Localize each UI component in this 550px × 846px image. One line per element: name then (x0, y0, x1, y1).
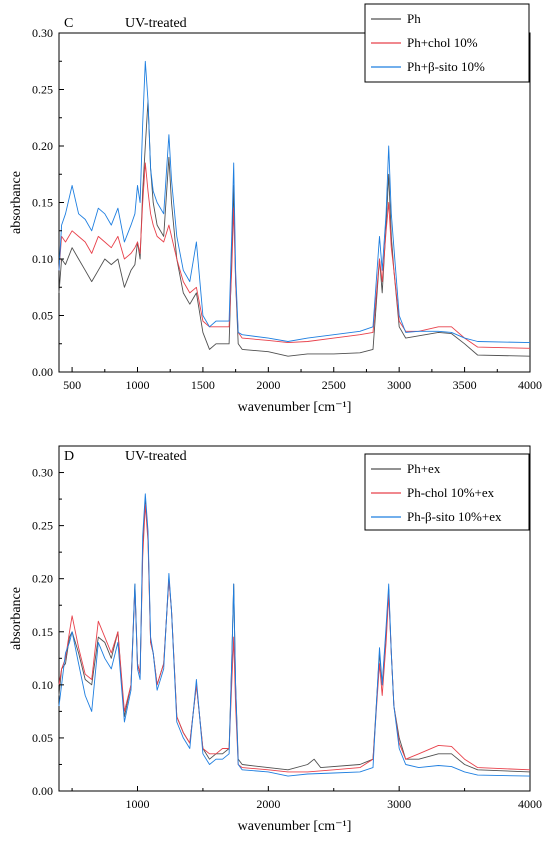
legend-label-1: Ph+ex (407, 461, 441, 476)
y-tick-label: 0.10 (32, 678, 53, 692)
legend-label-3: Ph+β-sito 10% (407, 59, 485, 74)
panel-title: UV-treated (125, 16, 187, 31)
series-line-3 (58, 493, 531, 777)
y-axis-title: absorbance (9, 587, 24, 650)
panel-d: 1000 2000 3000 4000 0.00 0.05 0.10 0.15 0.20 0.25… (9, 445, 542, 834)
series-line-2 (58, 503, 531, 773)
x-tick-label: 1000 (126, 378, 150, 392)
y-tick-label: 0.00 (32, 784, 53, 798)
x-axis-title: wavenumber [cm⁻¹] (238, 819, 352, 834)
panel-c: 500 1000 1500 2000 2500 3000 3500 4000 0.00 0.05 0… (9, 3, 542, 415)
plot-frame (58, 445, 531, 792)
x-tick-label: 3000 (387, 378, 411, 392)
series-line-1 (58, 498, 531, 773)
x-tick-label: 3500 (453, 378, 477, 392)
x-tick-label: 2000 (256, 797, 280, 811)
x-tick-label: 1000 (126, 797, 150, 811)
panel-letter: D (64, 449, 74, 464)
legend: Ph+ex Ph-chol 10%+ex Ph-β-sito 10%+ex (364, 453, 530, 531)
plot-frame (58, 32, 531, 373)
x-tick-label: 2500 (322, 378, 346, 392)
y-tick-label: 0.05 (32, 731, 53, 745)
series-line-1 (58, 100, 531, 357)
x-tick-label: 1500 (191, 378, 215, 392)
y-tick-label: 0.10 (32, 252, 53, 266)
x-axis-title: wavenumber [cm⁻¹] (238, 400, 352, 415)
y-tick-label: 0.25 (32, 519, 53, 533)
legend-label-3: Ph-β-sito 10%+ex (407, 509, 502, 524)
y-tick-label: 0.15 (32, 625, 53, 639)
legend-label-2: Ph+chol 10% (407, 35, 478, 50)
y-tick-label: 0.20 (32, 139, 53, 153)
series-line-2 (58, 162, 531, 349)
x-tick-label: 3000 (387, 797, 411, 811)
panel-title: UV-treated (125, 449, 187, 464)
y-tick-label: 0.30 (32, 466, 53, 480)
legend-label-2: Ph-chol 10%+ex (407, 485, 495, 500)
y-tick-label: 0.30 (32, 26, 53, 40)
x-tick-label: 4000 (518, 797, 542, 811)
y-tick-label: 0.00 (32, 365, 53, 379)
y-axis-title: absorbance (9, 171, 24, 234)
panel-letter: C (64, 16, 73, 31)
y-tick-label: 0.15 (32, 196, 53, 210)
x-tick-label: 4000 (518, 378, 542, 392)
legend: Ph Ph+chol 10% Ph+β-sito 10% (364, 3, 530, 83)
x-tick-label: 500 (63, 378, 81, 392)
y-tick-label: 0.05 (32, 309, 53, 323)
series-line-3 (58, 60, 531, 344)
legend-label-1: Ph (407, 11, 421, 26)
y-tick-label: 0.25 (32, 83, 53, 97)
x-tick-label: 2000 (256, 378, 280, 392)
y-tick-label: 0.20 (32, 572, 53, 586)
